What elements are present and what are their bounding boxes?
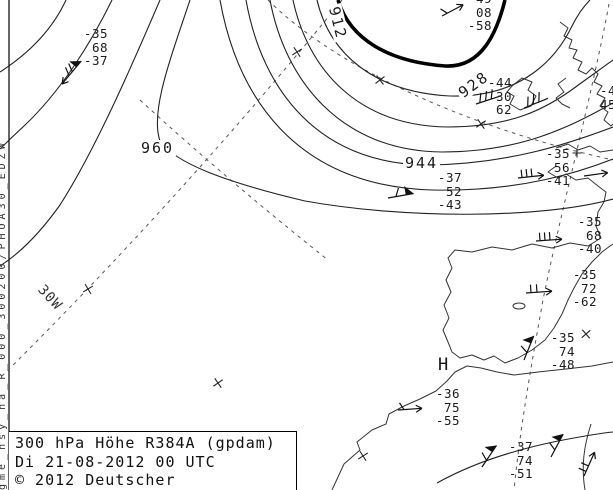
caption-copyright: © 2012 Deutscher Wetterdienst bbox=[15, 471, 176, 490]
wind-barb-icon bbox=[524, 282, 553, 298]
station-value: 74 bbox=[516, 452, 533, 468]
coast-great-britain bbox=[559, 21, 613, 127]
station-value: -35 bbox=[577, 214, 602, 229]
wind-barb-icon bbox=[576, 448, 599, 479]
station-value: 62 bbox=[495, 102, 512, 117]
station-value: 45 bbox=[599, 96, 613, 112]
station-value: 68 bbox=[91, 39, 108, 55]
coastlines bbox=[331, 21, 613, 490]
station-value: 52 bbox=[445, 183, 462, 199]
station-value: -44 bbox=[487, 75, 512, 90]
station-value: -43 bbox=[437, 197, 462, 212]
station-value: -35 bbox=[550, 330, 575, 345]
coast-channel bbox=[555, 143, 613, 153]
station-plot: -36 75 -55 bbox=[426, 387, 460, 428]
station-plot: -35 68 -40 bbox=[568, 215, 602, 256]
station-value: -49 bbox=[458, 0, 492, 6]
station-value: -35 bbox=[545, 146, 570, 161]
coast-balearic-island bbox=[512, 302, 526, 310]
station-value: -58 bbox=[467, 18, 492, 33]
station-plot: -37 52 -43 bbox=[428, 171, 462, 212]
caption-title: 300 hPa Höhe R384A (gpdam) bbox=[15, 434, 276, 452]
station-value: -41 bbox=[545, 173, 570, 188]
station-value: -62 bbox=[572, 294, 597, 309]
graticule-cross-line bbox=[139, 99, 329, 261]
wind-barb-icon bbox=[385, 184, 415, 199]
contour-label-960: 960 bbox=[139, 139, 177, 157]
station-value: 75 bbox=[443, 399, 460, 415]
station-value: -51 bbox=[508, 466, 533, 481]
station-value: -35 bbox=[572, 267, 597, 282]
station-value: -36 bbox=[435, 386, 460, 401]
station-plot-clipped: -4 45 bbox=[582, 84, 613, 111]
meridian-30w-line bbox=[0, 0, 343, 379]
station-plot: -35 74 -48 bbox=[541, 331, 575, 372]
coast-france-iberia bbox=[442, 165, 613, 364]
station-plot: -35 56 -41 bbox=[536, 147, 570, 188]
station-value: 30 bbox=[495, 88, 512, 104]
caption-datetime: Di 21-08-2012 00 UTC bbox=[15, 452, 216, 471]
station-value: -35 bbox=[83, 26, 108, 41]
wind-barb-icon bbox=[515, 331, 535, 361]
wind-barb-icon bbox=[534, 230, 563, 246]
latitude-arc bbox=[267, 0, 613, 161]
station-value: 74 bbox=[558, 343, 575, 359]
station-value: -4 bbox=[599, 83, 613, 98]
station-value: -37 bbox=[83, 53, 108, 68]
product-id-vertical-label: gme_hsy_na_P_000_300200/PHOA30_EDZW bbox=[0, 139, 8, 490]
station-value: 56 bbox=[553, 159, 570, 175]
contour-912-thick bbox=[336, 0, 507, 68]
station-plot: -35 68 -37 bbox=[74, 27, 108, 68]
high-pressure-marker: H bbox=[438, 355, 449, 375]
station-plot: -37 74 -51 bbox=[499, 440, 533, 481]
right-meridian-line bbox=[513, 3, 610, 490]
station-plot: -44 30 62 bbox=[478, 76, 512, 117]
coast-england-detail bbox=[555, 77, 571, 109]
station-value: 68 bbox=[585, 227, 602, 243]
contour-label-944: 944 bbox=[403, 154, 441, 172]
station-value: -40 bbox=[577, 241, 602, 256]
caption-box: 300 hPa Höhe R384A (gpdam) Di 21-08-2012… bbox=[9, 431, 297, 490]
coast-africa bbox=[331, 361, 613, 490]
station-value: -55 bbox=[435, 413, 460, 428]
wind-barb-icon bbox=[473, 439, 498, 468]
station-value: 08 bbox=[475, 4, 492, 20]
station-value: -37 bbox=[508, 439, 533, 454]
station-value: -37 bbox=[437, 170, 462, 185]
station-value: 72 bbox=[580, 280, 597, 296]
station-value: -48 bbox=[550, 357, 575, 372]
coast-ireland bbox=[506, 77, 537, 111]
station-plot: -49 08 -58 bbox=[458, 0, 492, 33]
station-plot: -35 72 -62 bbox=[563, 268, 597, 309]
grid-markers bbox=[82, 46, 591, 462]
coast-algeria bbox=[582, 423, 592, 490]
